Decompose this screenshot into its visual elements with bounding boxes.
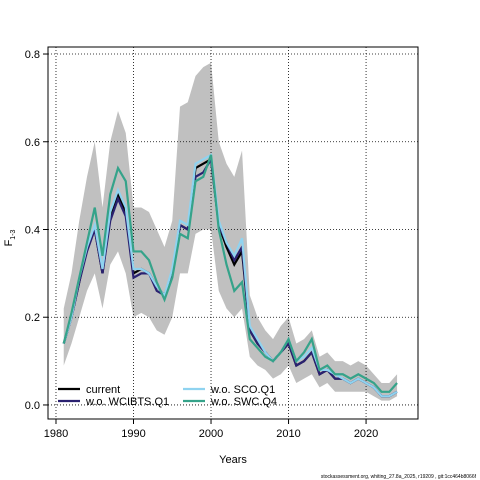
x-tick-label: 1980	[44, 428, 68, 440]
series-line	[62, 153, 398, 398]
y-axis-label-group: F1-3	[3, 229, 17, 246]
series-line	[62, 154, 398, 393]
x-tick-label: 2000	[199, 428, 223, 440]
legend-label: w.o. SCO.Q1	[210, 384, 275, 396]
y-tick-label: 0.2	[25, 312, 40, 324]
legend-label: current	[86, 384, 120, 396]
y-tick-label: 0.4	[25, 224, 40, 236]
y-label-main: F	[3, 239, 15, 246]
confidence-band	[63, 62, 398, 401]
x-tick-label: 2010	[276, 428, 300, 440]
footer: stockassessment.org, whiting_27.8a_2025,…	[321, 474, 477, 480]
x-axis-label: Years	[219, 454, 247, 466]
y-axis-label: F1-3	[3, 229, 17, 246]
legend-label: w.o. WCIBTS.Q1	[85, 396, 169, 408]
y-tick-label: 0.6	[25, 137, 40, 149]
y-label-sub: 1-3	[10, 229, 17, 239]
y-tick-label: 0.0	[25, 400, 40, 412]
x-tick-label: 2020	[354, 428, 378, 440]
plot-frame	[47, 46, 419, 420]
y-tick-label: 0.8	[25, 49, 40, 61]
legend-label: w.o. SWC.Q4	[210, 396, 277, 408]
x-tick-label: 1990	[121, 428, 145, 440]
